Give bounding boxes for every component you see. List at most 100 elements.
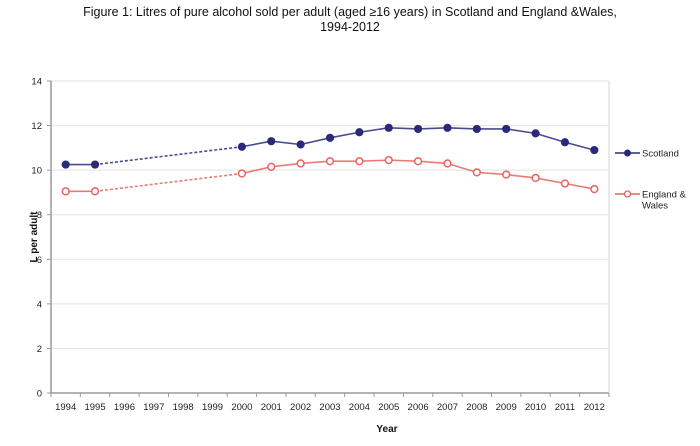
data-point <box>355 128 364 137</box>
data-point <box>267 137 276 146</box>
data-point <box>90 187 100 196</box>
series-line-segment <box>506 173 536 179</box>
x-tick-label: 2001 <box>261 402 282 413</box>
legend: Scotland England &Wales <box>615 149 687 212</box>
y-axis-title: L per adult <box>29 211 40 263</box>
data-point <box>267 162 276 171</box>
series-line-segment <box>535 177 566 185</box>
y-tick-label: 8 <box>37 210 42 221</box>
x-tick-label: 2006 <box>408 402 429 413</box>
series-line-segment <box>476 171 507 176</box>
x-tick-label: 1994 <box>55 402 76 413</box>
data-point <box>325 157 335 166</box>
series-scotland <box>61 123 599 169</box>
legend-label: England & <box>642 190 687 201</box>
series-line-segment-dashed <box>94 172 242 193</box>
y-tick-label: 10 <box>31 166 42 177</box>
y-tick-label: 14 <box>31 77 42 88</box>
chart-title: Figure 1: Litres of pure alcohol sold pe… <box>0 5 700 35</box>
data-point <box>384 123 393 132</box>
x-tick-label: 1998 <box>173 402 194 413</box>
data-point <box>414 124 423 134</box>
data-point <box>325 133 335 142</box>
data-point <box>237 169 247 178</box>
x-tick-label: 2005 <box>378 402 399 413</box>
series-group <box>61 123 599 196</box>
series-line-segment <box>418 160 448 165</box>
x-tick-label: 1999 <box>202 402 223 413</box>
series-line-segment <box>564 141 595 151</box>
series-line-segment <box>241 166 272 175</box>
data-point <box>531 173 540 183</box>
x-tick-label: 2011 <box>555 402 575 413</box>
data-point <box>443 123 452 132</box>
legend-item: England &Wales <box>615 190 687 212</box>
series-line-segment <box>271 162 301 168</box>
data-point <box>90 160 100 169</box>
y-tick-label: 4 <box>37 299 42 310</box>
series-line-segment <box>359 127 389 134</box>
axes: 0 2 4 6 8 10 12 14 1994 1995 1996 1997 1998 1999 2000 2… <box>31 77 610 413</box>
x-tick-label: 2000 <box>231 402 252 413</box>
x-tick-label: 1996 <box>114 402 135 413</box>
data-point <box>296 159 305 168</box>
legend-marker <box>623 190 632 198</box>
data-point <box>355 157 364 166</box>
data-point <box>560 138 570 147</box>
y-tick-label: 6 <box>37 255 42 266</box>
legend-label: Wales <box>642 201 668 212</box>
chart-title-line-2: 1994-2012 <box>320 20 380 34</box>
series-line-segment <box>535 132 566 144</box>
series-line-segment <box>447 162 478 174</box>
data-point <box>502 170 511 179</box>
legend-item: Scotland <box>615 149 679 160</box>
data-point <box>237 142 246 151</box>
y-tick-label: 0 <box>37 389 42 400</box>
data-point <box>296 140 305 149</box>
legend-marker <box>624 149 631 157</box>
x-tick-label: 2004 <box>349 402 370 413</box>
legend-label: Scotland <box>642 149 679 160</box>
data-point <box>472 124 481 134</box>
data-point <box>61 187 70 196</box>
y-tick-label: 2 <box>37 344 42 355</box>
series-line-segment <box>418 127 448 130</box>
series-line-segment <box>388 127 419 130</box>
x-tick-label: 1995 <box>84 402 105 413</box>
data-point <box>472 168 481 177</box>
x-tick-label: 2002 <box>290 402 311 413</box>
series-line-segment <box>506 128 536 135</box>
x-tick-label: 2008 <box>466 402 487 413</box>
x-tick-label: 2012 <box>584 402 605 413</box>
series-line-segment-dashed <box>94 145 242 166</box>
data-point <box>413 157 423 166</box>
series-line-segment <box>564 182 595 190</box>
data-point <box>560 179 570 188</box>
chart-title-line-1: Figure 1: Litres of pure alcohol sold pe… <box>83 5 617 19</box>
x-tick-label: 2010 <box>525 402 546 413</box>
data-point <box>502 124 511 134</box>
data-point <box>531 129 540 138</box>
series-line-segment <box>300 137 331 146</box>
series-line-segment <box>359 159 389 163</box>
x-tick-label: 2009 <box>496 402 517 413</box>
series-line-segment <box>241 140 272 148</box>
x-tick-label: 1997 <box>143 402 164 413</box>
data-point <box>443 159 452 168</box>
series-line-segment <box>271 140 301 146</box>
data-point <box>384 155 393 165</box>
x-tick-label: 2003 <box>319 402 340 413</box>
series-line-segment <box>300 160 331 165</box>
data-point <box>590 184 599 194</box>
x-axis-title: Year <box>376 424 397 435</box>
y-tick-label: 12 <box>31 121 42 132</box>
gridlines <box>51 80 609 349</box>
series-line-segment <box>388 159 419 163</box>
series-line-segment <box>447 127 477 130</box>
data-point <box>61 160 70 169</box>
x-tick-label: 2007 <box>437 402 458 413</box>
series-line-segment <box>329 131 360 139</box>
series-england-wales <box>61 155 599 196</box>
data-point <box>590 145 599 155</box>
